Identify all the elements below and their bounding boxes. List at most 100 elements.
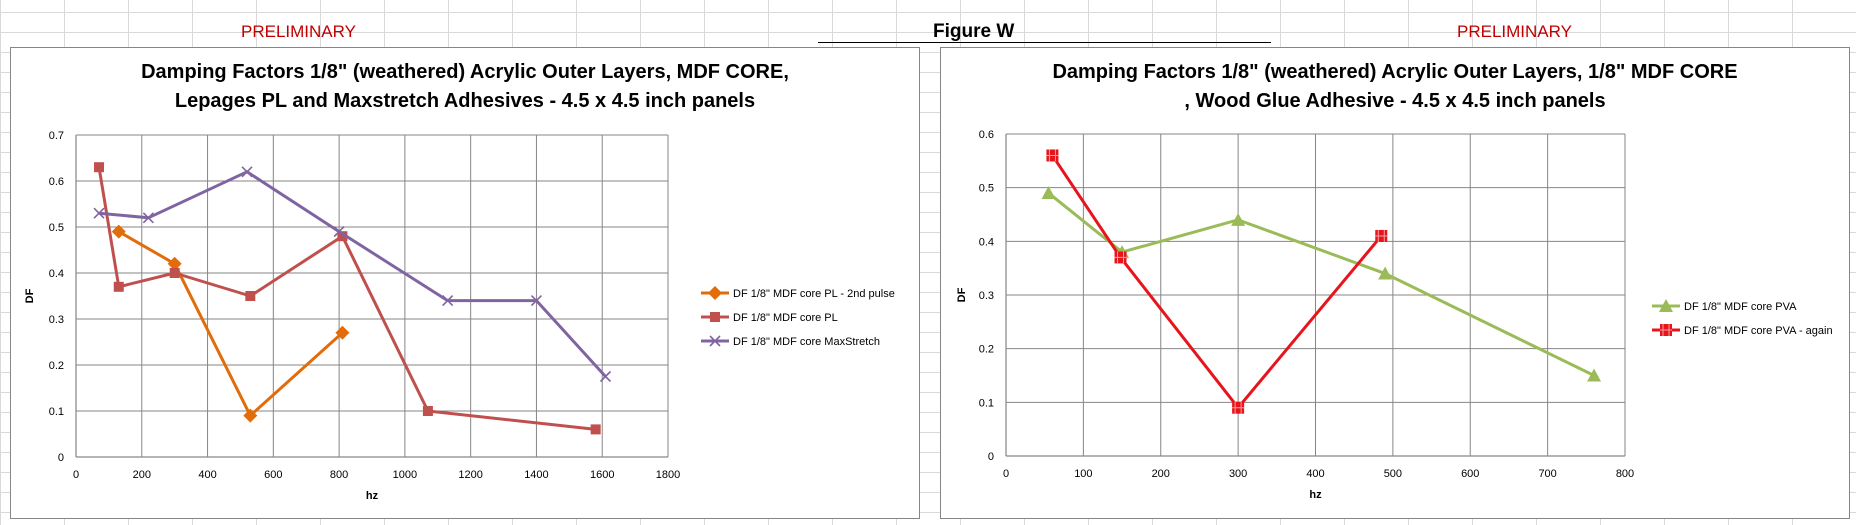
preliminary-label-left: PRELIMINARY: [241, 22, 356, 41]
y-tick-label: 0.1: [49, 406, 64, 418]
x-tick-label: 1600: [590, 469, 614, 481]
figure-underline: [818, 42, 1271, 43]
data-point: [1041, 186, 1056, 200]
legend-entry: DF 1/8" MDF core PL: [701, 312, 838, 324]
data-point: [1587, 368, 1602, 382]
data-point: [167, 256, 182, 271]
data-point: [111, 224, 126, 239]
chart-title-left: Damping Factors 1/8" (weathered) Acrylic…: [11, 58, 919, 116]
x-tick-label: 600: [264, 469, 282, 481]
series-line: [1051, 154, 1383, 410]
y-axis-label: DF: [24, 288, 36, 303]
chart-area-right[interactable]: Damping Factors 1/8" (weathered) Acrylic…: [940, 47, 1850, 519]
x-tick-label: 800: [330, 469, 348, 481]
plot-left: 0 200 400 600 800 1000 1200 1400 1600 1800 0 0.1 0.2…: [24, 130, 895, 502]
x-tick-label: 800: [1616, 468, 1634, 480]
data-point: [94, 162, 105, 173]
y-tick-label: 0.4: [49, 268, 64, 280]
x-axis-label: hz: [366, 490, 379, 502]
data-point: [243, 408, 258, 423]
chart-title-line-2: , Wood Glue Adhesive - 4.5 x 4.5 inch pa…: [1184, 90, 1606, 112]
data-point-detail: [1232, 401, 1245, 414]
plot-right: 0 100 200 300 400 500 600 700 800 0 0.1 0.2 0.3 0.4 0.…: [956, 129, 1833, 501]
legend-label: DF 1/8" MDF core PVA: [1684, 301, 1797, 313]
data-point: [709, 335, 721, 347]
data-point: [442, 295, 454, 307]
data-point: [422, 406, 433, 416]
chart-title-line-1: Damping Factors 1/8" (weathered) Acrylic…: [1052, 61, 1738, 83]
figure-label: Figure W: [933, 21, 1015, 42]
data-point: [241, 166, 253, 178]
data-point: [337, 231, 348, 242]
x-tick-label: 500: [1384, 468, 1402, 480]
y-tick-label: 0.7: [49, 130, 64, 142]
data-point-detail: [1114, 251, 1127, 264]
x-tick-label: 600: [1461, 468, 1479, 480]
series-1: [1046, 149, 1388, 414]
data-point: [710, 312, 720, 322]
legend-label: DF 1/8" MDF core PL: [733, 312, 838, 324]
x-tick-label: 1800: [656, 469, 680, 481]
y-tick-label: 0.5: [979, 183, 994, 195]
data-point: [113, 281, 124, 292]
series-2: [93, 166, 612, 383]
y-tick-label: 0.6: [979, 129, 994, 141]
data-point: [708, 286, 722, 300]
series-1: [94, 162, 601, 435]
data-point: [1231, 212, 1246, 226]
x-tick-label: 200: [1152, 468, 1170, 480]
data-point-detail: [1375, 229, 1388, 242]
series-0: [1041, 186, 1602, 382]
y-tick-label: 0: [58, 452, 64, 464]
x-tick-label: 0: [73, 469, 79, 481]
x-tick-label: 1000: [393, 469, 417, 481]
data-point: [590, 424, 601, 435]
legend-label: DF 1/8" MDF core MaxStretch: [733, 336, 880, 348]
x-tick-label: 0: [1003, 468, 1009, 480]
data-point: [333, 226, 345, 238]
data-point: [142, 212, 154, 224]
x-axis-label: hz: [1309, 489, 1322, 501]
series-line: [1047, 191, 1595, 377]
series-line: [118, 230, 344, 418]
data-point: [93, 207, 105, 219]
x-tick-label: 1200: [458, 469, 482, 481]
data-point: [335, 325, 350, 340]
x-tick-label: 400: [1306, 468, 1324, 480]
data-point: [530, 295, 543, 307]
y-tick-label: 0: [988, 451, 994, 463]
y-axis-label: DF: [956, 287, 968, 302]
legend-entry: DF 1/8" MDF core PVA: [1652, 299, 1797, 313]
data-point-detail: [1660, 324, 1672, 336]
legend-label: DF 1/8" MDF core PVA - again: [1684, 325, 1833, 337]
y-tick-label: 0.2: [49, 360, 64, 372]
y-tick-label: 0.6: [49, 176, 64, 188]
legend-entry: DF 1/8" MDF core PL - 2nd pulse: [701, 286, 895, 300]
preliminary-label-right: PRELIMINARY: [1457, 22, 1572, 41]
data-point: [245, 291, 256, 301]
x-tick-label: 1400: [524, 469, 548, 481]
y-tick-label: 0.3: [49, 314, 64, 326]
data-point-detail: [1046, 149, 1059, 162]
chart-area-left[interactable]: Damping Factors 1/8" (weathered) Acrylic…: [10, 47, 920, 519]
legend-label: DF 1/8" MDF core PL - 2nd pulse: [733, 288, 895, 300]
y-tick-label: 0.4: [979, 236, 994, 248]
chart-title-line-1: Damping Factors 1/8" (weathered) Acrylic…: [141, 61, 789, 83]
x-tick-label: 700: [1538, 468, 1556, 480]
y-tick-label: 0.1: [979, 397, 994, 409]
chart-title-right: Damping Factors 1/8" (weathered) Acrylic…: [941, 58, 1849, 116]
data-point: [1659, 299, 1673, 312]
x-tick-label: 200: [133, 469, 151, 481]
x-tick-label: 300: [1229, 468, 1247, 480]
series-0: [111, 224, 350, 423]
x-tick-label: 100: [1074, 468, 1092, 480]
data-point: [1378, 266, 1393, 280]
x-tick-label: 400: [198, 469, 216, 481]
legend-entry: DF 1/8" MDF core MaxStretch: [701, 335, 880, 348]
chart-title-line-2: Lepages PL and Maxstretch Adhesives - 4.…: [174, 90, 756, 112]
data-point: [169, 268, 180, 278]
data-point: [599, 370, 612, 383]
y-tick-label: 0.3: [979, 290, 994, 302]
legend-entry: DF 1/8" MDF core PVA - again: [1652, 324, 1833, 337]
y-tick-label: 0.2: [979, 344, 994, 356]
